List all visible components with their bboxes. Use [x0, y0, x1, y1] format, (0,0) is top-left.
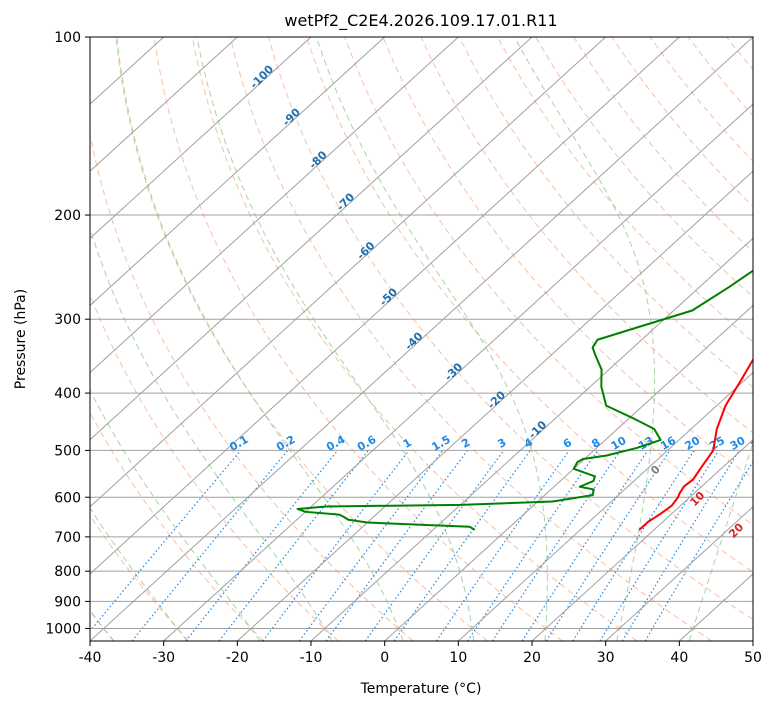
isotherm-line	[90, 37, 753, 641]
isotherm-line	[236, 170, 753, 641]
mixing-ratio-line	[467, 450, 599, 641]
mixing-ratio-line	[435, 450, 570, 641]
isotherm-line	[384, 304, 753, 641]
mixing-ratio-line	[491, 450, 621, 641]
isotherm-line	[90, 37, 312, 240]
moist-adiabat-line	[90, 507, 188, 641]
y-tick-label: 700	[54, 530, 81, 546]
dry-adiabat-line	[306, 37, 753, 573]
x-tick-label: -40	[79, 650, 102, 666]
isotherm-line	[90, 37, 533, 441]
x-tick-label: 50	[744, 650, 762, 666]
dry-adiabat-line	[115, 37, 488, 641]
isotherm-line	[531, 438, 753, 641]
mixing-ratio-line	[325, 450, 469, 641]
x-tick-label: 30	[597, 650, 615, 666]
x-tick-label: -10	[300, 650, 323, 666]
isotherm-line	[90, 37, 680, 575]
isotherm-line	[310, 237, 753, 641]
dry-adiabat-line	[90, 411, 264, 641]
y-axis-ticks: 100 200 300 400 500 600 700 800 900 1000	[45, 30, 90, 637]
mixing-ratio-line	[364, 450, 505, 641]
dry-adiabat-line	[191, 37, 638, 641]
y-tick-label: 1000	[45, 621, 81, 637]
mixing-ratio-line	[185, 450, 339, 641]
moist-adiabat-line	[90, 389, 261, 641]
y-tick-label: 300	[54, 312, 81, 328]
y-axis-label: Pressure (hPa)	[13, 289, 29, 389]
isotherm-line	[90, 37, 607, 508]
moist-adiabat-line	[196, 37, 475, 641]
mixing-ratio-lines	[90, 450, 753, 641]
isotherm-line	[605, 506, 753, 641]
mixing-ratio-line	[131, 450, 289, 641]
y-tick-label: 500	[54, 443, 81, 459]
mixing-ratio-line	[298, 450, 444, 641]
isobars	[90, 37, 753, 629]
plot-area: 0.10.20.40.611.52346810131620253036-100-…	[90, 37, 768, 641]
dry-adiabat-line	[535, 37, 753, 298]
y-tick-label: 100	[54, 30, 81, 46]
sounding-traces	[296, 269, 753, 531]
dry-adiabat-line	[90, 514, 190, 641]
y-tick-label: 200	[54, 208, 81, 224]
isotherm-line	[90, 37, 238, 172]
y-tick-label: 600	[54, 490, 81, 506]
mixing-ratio-line	[90, 450, 242, 633]
isotherm-line	[90, 37, 386, 307]
moist-adiabat-line	[315, 37, 548, 641]
x-axis-label: Temperature (°C)	[360, 681, 482, 697]
isotherm-line	[163, 103, 753, 641]
x-tick-label: -20	[226, 650, 249, 666]
x-tick-label: 10	[449, 650, 467, 666]
mixing-ratio-line	[599, 450, 720, 641]
dry-adiabat-line	[153, 37, 563, 641]
y-tick-label: 900	[54, 594, 81, 610]
x-tick-label: 0	[380, 650, 389, 666]
temperature-trace	[638, 357, 753, 531]
moist-adiabat-line	[688, 441, 753, 641]
dewpoint-trace	[296, 269, 753, 531]
mixing-ratio-line	[621, 450, 740, 641]
moist-adiabat-line	[116, 37, 404, 641]
mixing-ratio-line	[262, 450, 410, 641]
isotherm-line	[457, 371, 753, 641]
mixing-ratio-label: 36	[748, 434, 768, 453]
x-tick-label: -30	[152, 650, 175, 666]
dry-adiabat-line	[90, 131, 414, 641]
mixing-ratio-line	[545, 450, 671, 641]
x-tick-label: 40	[670, 650, 688, 666]
dry-adiabat-line	[268, 37, 753, 621]
chart-title: wetPf2_C2E4.2026.109.17.01.R11	[284, 11, 557, 31]
mixing-ratio-line	[521, 450, 649, 641]
moist-adiabat-line	[90, 226, 333, 641]
isotherm-line	[90, 37, 459, 374]
isotherms	[90, 37, 753, 641]
x-axis-ticks: -40 -30 -20 -10 0 10 20 30 40 50	[79, 641, 762, 666]
plot-frame	[89, 36, 754, 642]
y-tick-label: 400	[54, 386, 81, 402]
y-tick-label: 800	[54, 564, 81, 580]
x-tick-label: 20	[523, 650, 541, 666]
